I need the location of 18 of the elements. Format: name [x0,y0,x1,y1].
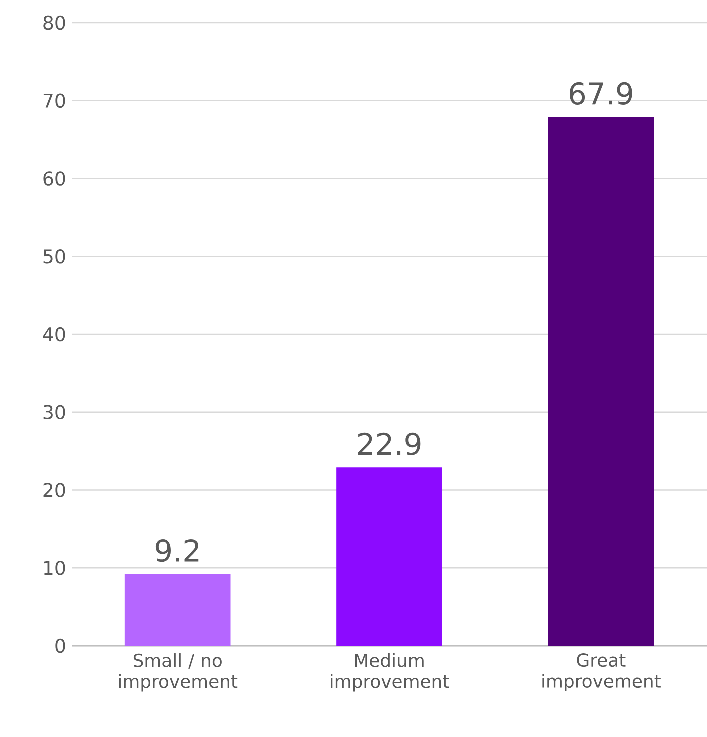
x-tick-label: Medium improvement [331,654,450,692]
y-tick-label: 80 [44,16,66,30]
data-label: 67.9 [570,82,632,106]
y-tick-label: 0 [56,638,66,654]
y-tick-label: 10 [44,560,66,576]
bar [336,468,442,646]
y-tick-label: 30 [44,405,66,420]
y-tick-label: 60 [44,172,66,186]
bar [124,574,231,646]
x-tick-label: Great improvement [542,654,661,692]
bar [548,117,654,646]
x-tick-label: Small / no improvement [119,654,238,692]
y-tick-label: 50 [44,249,66,264]
y-tick-label: 40 [43,327,66,342]
y-tick-label: 70 [44,94,66,108]
data-label: 22.9 [358,432,421,456]
data-label: 9.2 [156,540,199,562]
y-tick-label: 20 [44,483,66,498]
